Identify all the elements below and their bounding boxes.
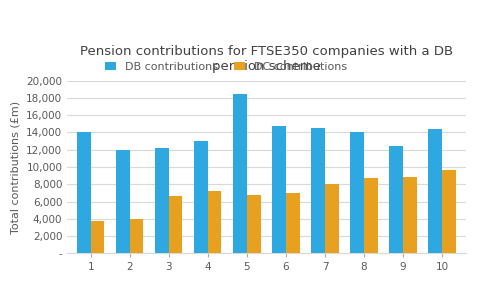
Bar	[116, 150, 130, 253]
Bar	[389, 146, 403, 253]
Y-axis label: Total contributions (£m): Total contributions (£m)	[11, 101, 21, 234]
Bar	[194, 141, 208, 253]
Bar	[155, 148, 169, 253]
Bar	[130, 219, 144, 253]
Bar	[286, 193, 300, 253]
Bar	[325, 184, 339, 253]
Title: Pension contributions for FTSE350 companies with a DB
pension scheme: Pension contributions for FTSE350 compan…	[80, 45, 453, 73]
Bar	[442, 170, 456, 253]
Bar	[247, 195, 261, 253]
Bar	[233, 94, 247, 253]
Bar	[169, 196, 182, 253]
Bar	[272, 126, 286, 253]
Legend: DB contributions, DC contributions: DB contributions, DC contributions	[105, 62, 348, 72]
Bar	[429, 129, 442, 253]
Bar	[208, 191, 221, 253]
Bar	[350, 132, 364, 253]
Bar	[77, 132, 91, 253]
Bar	[312, 128, 325, 253]
Bar	[91, 221, 104, 253]
Bar	[364, 178, 378, 253]
Bar	[403, 177, 417, 253]
